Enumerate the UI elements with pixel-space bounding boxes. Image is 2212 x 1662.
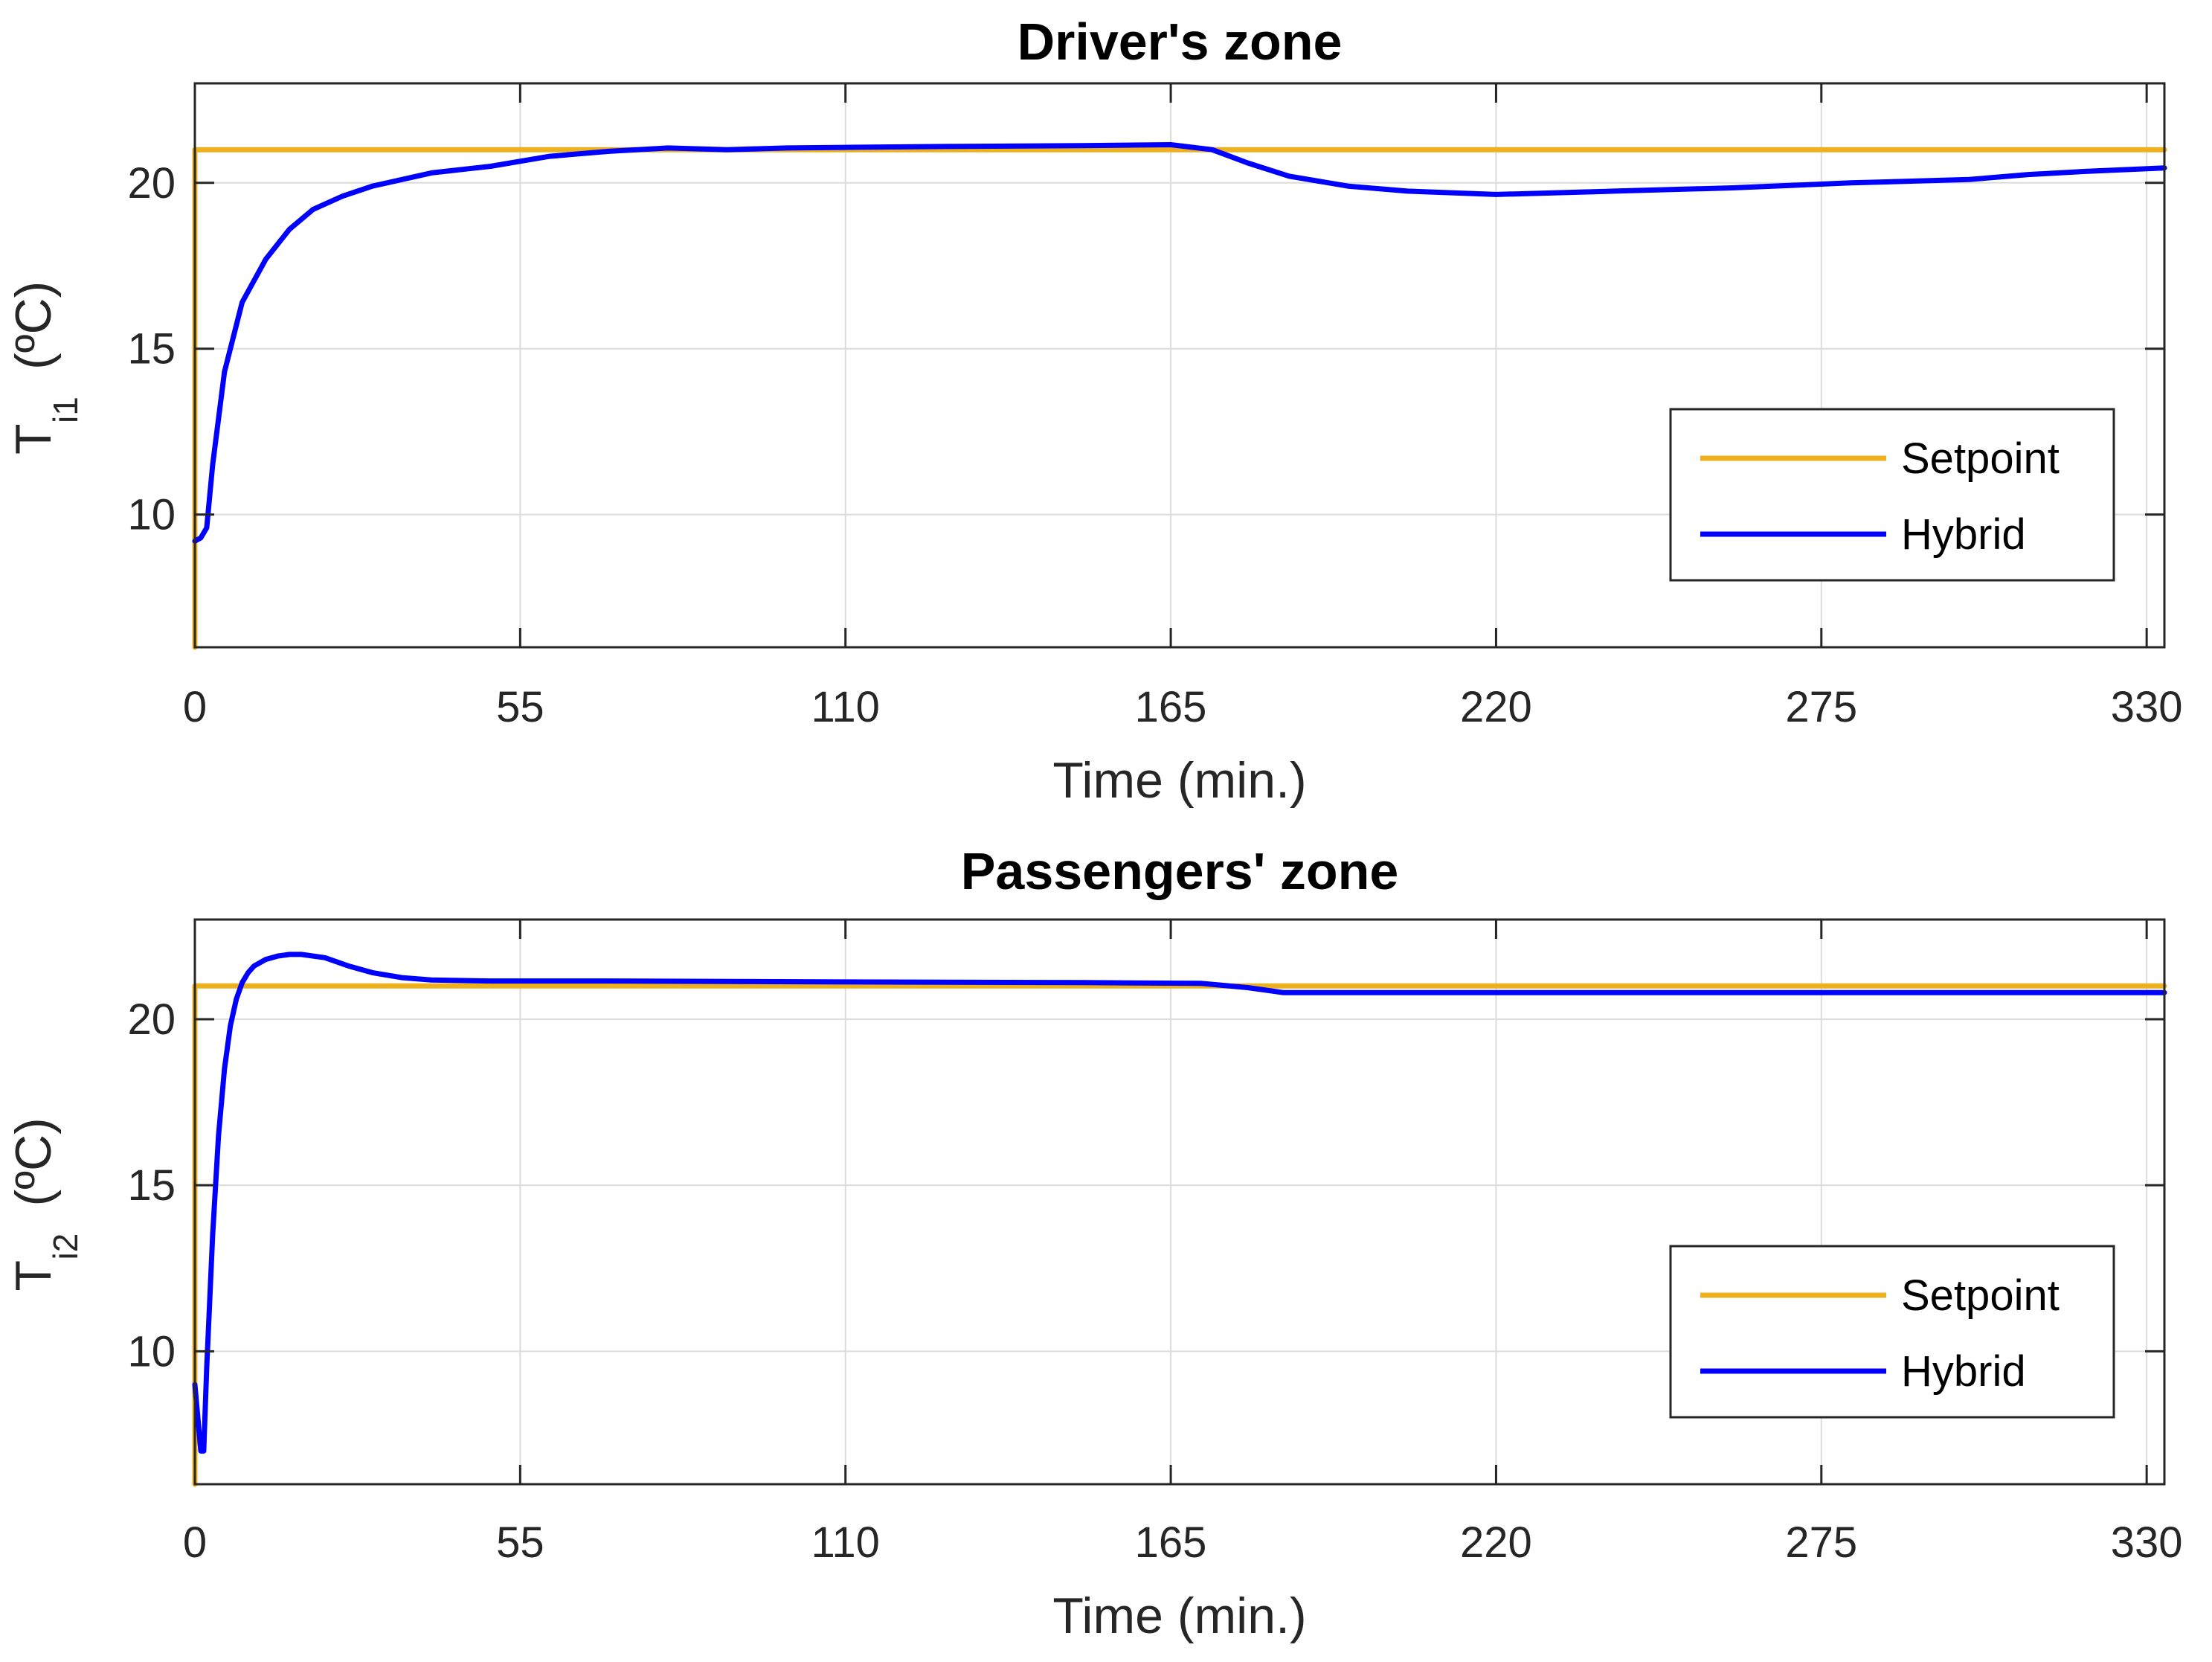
legend-label-hybrid: Hybrid — [1901, 1347, 2026, 1396]
axes-box — [193, 918, 2166, 1486]
x-tick-label: 0 — [183, 1518, 207, 1567]
y-tick-label: 15 — [127, 1161, 176, 1210]
y-tick-label: 20 — [127, 159, 176, 208]
y-axis-label-unit: (ºC) — [5, 1117, 62, 1206]
chart-title: Driver's zone — [1017, 13, 1343, 71]
x-tick-label: 220 — [1460, 1518, 1532, 1567]
x-axis-label: Time (min.) — [1052, 1588, 1306, 1644]
legend-box — [1669, 1245, 2115, 1419]
chart-title: Passengers' zone — [961, 842, 1399, 900]
series-line-hybrid — [192, 952, 2167, 1454]
x-tick-label: 275 — [1785, 1518, 1857, 1567]
y-axis-label-subscript: i2 — [46, 1233, 85, 1260]
x-axis-label: Time (min.) — [1052, 752, 1306, 809]
legend-box — [1669, 408, 2115, 582]
y-axis-label-unit: (ºC) — [5, 281, 62, 370]
x-tick-label: 55 — [496, 1518, 544, 1567]
legend-label-setpoint: Setpoint — [1901, 434, 2060, 483]
y-tick-label: 10 — [127, 491, 176, 539]
legend: Setpoint Hybrid — [1669, 1245, 2115, 1419]
x-tick-label: 55 — [496, 683, 544, 731]
y-tick-label: 20 — [127, 995, 176, 1044]
y-axis-label-base: T — [5, 1260, 62, 1292]
chart-passengers-zone: 0 55 110 165 220 275 330 10 15 20 Passengers' zone… — [5, 842, 2183, 1644]
x-tick-label: 330 — [2111, 1518, 2183, 1567]
x-tick-label: 110 — [811, 1518, 879, 1567]
y-axis-label-subscript: i1 — [46, 397, 85, 423]
chart-drivers-zone: 0 55 110 165 220 275 330 10 15 20 Driver's zone Tim… — [5, 13, 2183, 809]
x-tick-label: 0 — [183, 683, 207, 731]
x-tick-label: 220 — [1460, 683, 1532, 731]
y-axis-label: Ti1 (ºC) — [5, 281, 85, 455]
legend-label-hybrid: Hybrid — [1901, 510, 2026, 559]
y-tick-label: 15 — [127, 325, 176, 373]
x-tick-label: 165 — [1135, 1518, 1207, 1567]
x-tick-label: 165 — [1135, 683, 1207, 731]
y-axis-label-base: T — [5, 423, 62, 455]
x-tick-label: 275 — [1785, 683, 1857, 731]
series-line-hybrid — [192, 142, 2167, 544]
y-tick-label: 10 — [127, 1327, 176, 1376]
axes-box — [193, 82, 2166, 649]
x-tick-label: 330 — [2111, 683, 2183, 731]
legend: Setpoint Hybrid — [1669, 408, 2115, 582]
legend-label-setpoint: Setpoint — [1901, 1271, 2060, 1320]
y-axis-label: Ti2 (ºC) — [5, 1117, 85, 1291]
x-tick-label: 110 — [811, 683, 879, 731]
